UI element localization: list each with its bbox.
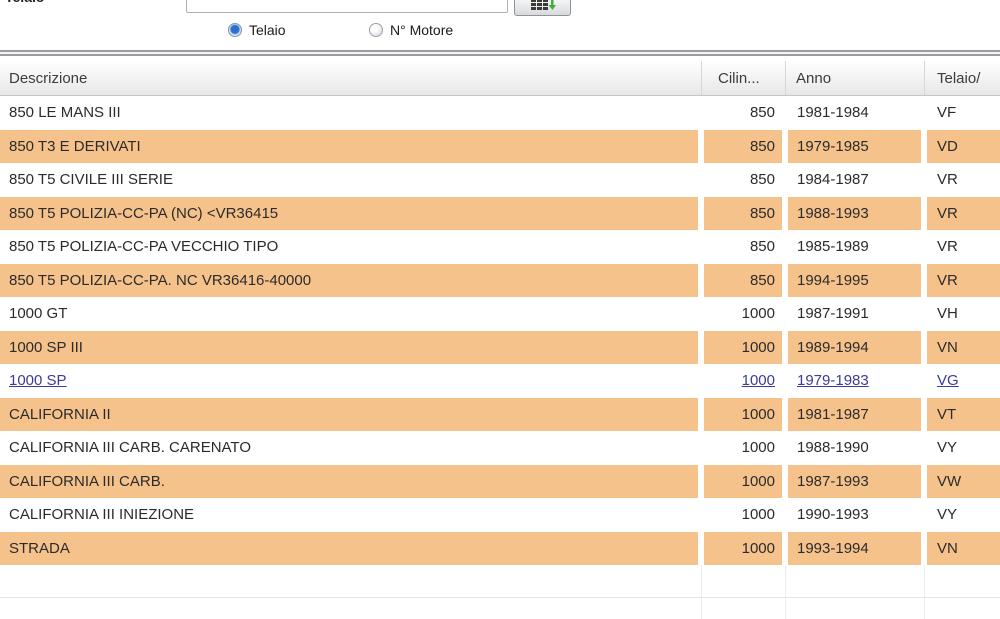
cell-cilindrata: 850: [704, 196, 782, 230]
cell-anno: 1990-1993: [797, 506, 869, 524]
radio-n-motore[interactable]: N° Motore: [369, 22, 453, 38]
cell-descrizione: 1000 GT: [9, 305, 68, 323]
cell-telaio: VR: [937, 171, 958, 189]
results-table-body: 850 LE MANS III 850 1981-1984 VF 850 T3 …: [0, 96, 1000, 565]
telaio-search-input[interactable]: [186, 0, 508, 13]
search-mode-radio-group: Telaio N° Motore: [0, 21, 1000, 43]
cell-cilindrata: 850: [704, 129, 782, 163]
cell-anno: 1987-1993: [788, 464, 921, 498]
radio-telaio[interactable]: Telaio: [228, 22, 286, 38]
cell-descrizione: 850 T5 CIVILE III SERIE: [9, 171, 173, 189]
cell-cilindrata: 1000: [704, 464, 782, 498]
cell-telaio: VW: [927, 464, 1000, 498]
cell-descrizione: 850 T3 E DERIVATI: [0, 129, 698, 163]
cell-telaio: VR: [927, 263, 1000, 297]
table-row[interactable]: 850 LE MANS III 850 1981-1984 VF: [0, 96, 1000, 130]
cell-anno: 1981-1987: [788, 397, 921, 431]
table-row[interactable]: 850 T3 E DERIVATI 850 1979-1985 VD: [0, 129, 1000, 163]
cell-descrizione: 1000 SP III: [0, 330, 698, 364]
column-header-anno[interactable]: Anno: [785, 61, 924, 95]
cell-descrizione: CALIFORNIA II: [0, 397, 698, 431]
telaio-field-label: Telaio: [5, 0, 65, 8]
column-gridline: [924, 565, 925, 619]
cell-cilindrata: 850: [749, 104, 775, 122]
column-header-telaio[interactable]: Telaio/: [924, 61, 1000, 95]
cell-telaio: VT: [927, 397, 1000, 431]
cell-telaio: VD: [927, 129, 1000, 163]
cell-cilindrata: 1000: [704, 531, 782, 565]
cell-anno: 1994-1995: [788, 263, 921, 297]
cell-anno: 1985-1989: [797, 238, 869, 256]
cell-anno: 1987-1991: [797, 305, 869, 323]
cell-descrizione: STRADA: [0, 531, 698, 565]
table-row[interactable]: 1000 SP III 1000 1989-1994 VN: [0, 330, 1000, 364]
table-row[interactable]: CALIFORNIA III CARB. CARENATO 1000 1988-…: [0, 431, 1000, 465]
column-header-cilindrata[interactable]: Cilin...: [701, 61, 785, 95]
cell-descrizione: CALIFORNIA III INIEZIONE: [9, 506, 195, 524]
table-row[interactable]: 1000 GT 1000 1987-1991 VH: [0, 297, 1000, 331]
table-lookup-icon: [530, 0, 556, 13]
cell-telaio: VR: [937, 238, 958, 256]
results-table-header: Descrizione Cilin... Anno Telaio/: [0, 61, 1000, 96]
cell-cilindrata: 850: [749, 238, 775, 256]
cell-telaio: VG: [937, 372, 959, 390]
table-row[interactable]: 850 T5 POLIZIA-CC-PA (NC) <VR36415 850 1…: [0, 196, 1000, 230]
cell-cilindrata: 1000: [741, 439, 775, 457]
search-form: Telaio Telaio N°: [0, 0, 1000, 50]
cell-telaio: VY: [937, 506, 958, 524]
table-row[interactable]: 850 T5 CIVILE III SERIE 850 1984-1987 VR: [0, 163, 1000, 197]
cell-telaio: VF: [937, 104, 957, 122]
cell-anno: 1981-1984: [797, 104, 869, 122]
row-gridline: [0, 597, 1000, 598]
cell-descrizione: 850 T5 POLIZIA-CC-PA (NC) <VR36415: [0, 196, 698, 230]
table-row[interactable]: 1000 SP 1000 1979-1983 VG: [0, 364, 1000, 398]
cell-cilindrata: 1000: [741, 506, 775, 524]
cell-telaio: VN: [927, 330, 1000, 364]
cell-descrizione: CALIFORNIA III CARB. CARENATO: [9, 439, 251, 457]
cell-descrizione: 1000 SP: [9, 372, 67, 390]
cell-anno: 1979-1983: [797, 372, 869, 390]
cell-cilindrata: 1000: [704, 397, 782, 431]
cell-descrizione: 850 T5 POLIZIA-CC-PA VECCHIO TIPO: [9, 238, 279, 256]
cell-anno: 1988-1990: [797, 439, 869, 457]
radio-telaio-circle-icon: [228, 23, 242, 37]
cell-telaio: VY: [937, 439, 958, 457]
cell-descrizione: 850 T5 POLIZIA-CC-PA. NC VR36416-40000: [0, 263, 698, 297]
cell-cilindrata: 1000: [741, 372, 775, 390]
cell-anno: 1993-1994: [788, 531, 921, 565]
table-row[interactable]: CALIFORNIA III CARB. 1000 1987-1993 VW: [0, 464, 1000, 498]
cell-cilindrata: 1000: [741, 305, 775, 323]
table-row[interactable]: 850 T5 POLIZIA-CC-PA VECCHIO TIPO 850 19…: [0, 230, 1000, 264]
cell-telaio: VR: [927, 196, 1000, 230]
radio-telaio-label: Telaio: [249, 22, 286, 38]
cell-anno: 1979-1985: [788, 129, 921, 163]
cell-cilindrata: 1000: [704, 330, 782, 364]
radio-n-motore-label: N° Motore: [390, 22, 454, 38]
table-row[interactable]: STRADA 1000 1993-1994 VN: [0, 531, 1000, 565]
cell-anno: 1989-1994: [788, 330, 921, 364]
radio-n-motore-circle-icon: [369, 23, 383, 37]
cell-telaio: VN: [927, 531, 1000, 565]
column-gridline: [701, 565, 702, 619]
cell-telaio: VH: [937, 305, 958, 323]
cell-anno: 1988-1993: [788, 196, 921, 230]
cell-cilindrata: 850: [704, 263, 782, 297]
table-row[interactable]: CALIFORNIA III INIEZIONE 1000 1990-1993 …: [0, 498, 1000, 532]
table-row[interactable]: 850 T5 POLIZIA-CC-PA. NC VR36416-40000 8…: [0, 263, 1000, 297]
cell-anno: 1984-1987: [797, 171, 869, 189]
cell-descrizione: 850 LE MANS III: [9, 104, 121, 122]
table-row[interactable]: CALIFORNIA II 1000 1981-1987 VT: [0, 397, 1000, 431]
cell-descrizione: CALIFORNIA III CARB.: [0, 464, 698, 498]
section-separator: [0, 50, 1000, 58]
column-header-descrizione[interactable]: Descrizione: [9, 69, 88, 87]
column-gridline: [785, 565, 786, 619]
lookup-button[interactable]: [514, 0, 571, 16]
cell-cilindrata: 850: [749, 171, 775, 189]
